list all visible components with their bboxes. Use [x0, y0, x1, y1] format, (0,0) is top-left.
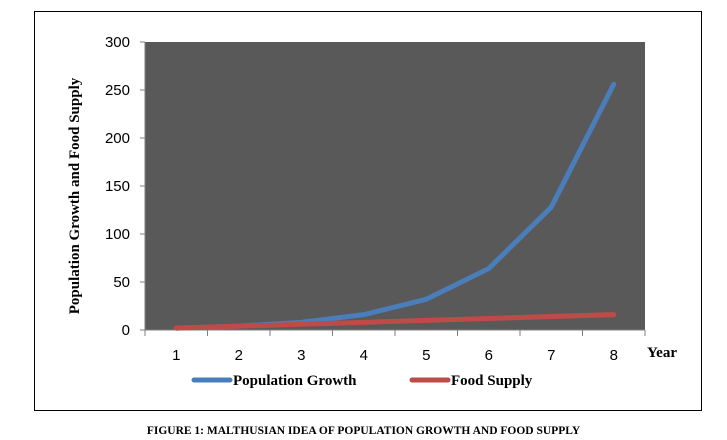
line-chart: 0 50 100 150 200 250 300 1 2 3 4 5 6 7 8 Population G…	[67, 34, 677, 389]
x-tick-label: 6	[485, 347, 493, 364]
y-tick-label: 250	[105, 82, 130, 99]
plot-area	[145, 42, 645, 330]
x-tick-label: 1	[172, 347, 180, 364]
legend: Population Growth Food Supply	[191, 373, 533, 389]
x-tick-label: 3	[297, 347, 305, 364]
y-tick-label: 100	[105, 226, 130, 243]
series-layer	[173, 81, 617, 331]
y-axis: 0 50 100 150 200 250 300	[105, 34, 145, 339]
legend-label-food-supply: Food Supply	[451, 373, 533, 389]
x-tick-label: 8	[610, 347, 618, 364]
y-tick-label: 50	[113, 274, 130, 291]
y-tick-label: 0	[122, 322, 130, 339]
x-tick-label: 5	[422, 347, 430, 364]
x-axis-title: Year	[647, 345, 677, 361]
x-axis: 1 2 3 4 5 6 7 8	[144, 330, 646, 364]
legend-label-population-growth: Population Growth	[233, 373, 357, 389]
x-tick-label: 7	[547, 347, 555, 364]
chart-frame	[34, 11, 702, 411]
figure-caption: FIGURE 1: MALTHUSIAN IDEA OF POPULATION …	[146, 425, 581, 437]
y-tick-label: 150	[105, 178, 130, 195]
x-tick-label: 2	[235, 347, 243, 364]
y-tick-label: 200	[105, 130, 130, 147]
x-tick-label: 4	[360, 347, 368, 364]
y-tick-label: 300	[105, 34, 130, 51]
series-line-food-supply	[173, 312, 617, 331]
y-axis-title: Population Growth and Food Supply	[67, 77, 83, 314]
